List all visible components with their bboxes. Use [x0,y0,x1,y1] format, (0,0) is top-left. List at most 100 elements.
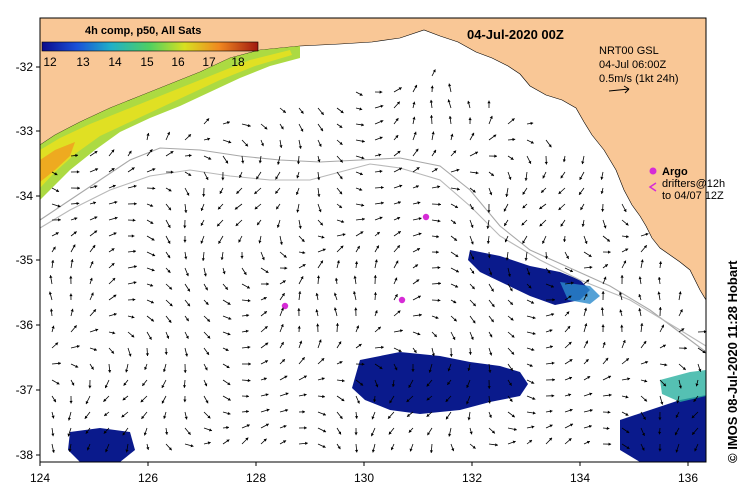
current-vector-arrowhead [201,258,205,261]
current-vector-arrowhead [622,340,626,343]
current-vector-arrowhead [663,383,666,387]
current-vector-arrowhead [202,194,206,197]
current-vector-arrowhead [266,282,269,286]
current-vector-arrowhead [185,335,189,339]
argo-float-marker[interactable] [281,302,289,310]
current-vector-arrowhead [187,288,190,292]
current-vector-arrowhead [619,309,623,313]
current-vector-arrowhead [560,175,564,179]
current-vector-arrowhead [205,176,209,180]
current-vector-arrowhead [620,324,624,328]
current-vector-arrowhead [378,153,382,157]
current-vector-arrowhead [187,431,191,435]
current-vector-arrowhead [455,284,459,288]
current-vector-arrowhead [547,270,551,274]
current-vector-arrowhead [54,172,58,176]
current-vector-arrowhead [318,339,322,343]
current-vector-arrowhead [150,221,154,224]
current-vector-arrowhead [509,288,513,292]
current-vector-arrowhead [664,363,668,367]
current-vector-arrowhead [188,154,192,158]
current-vector-arrowhead [298,225,302,229]
scale-arrow-icon [623,85,630,94]
current-vector-arrowhead [225,286,228,290]
current-vector-arrowhead [150,300,154,304]
current-vector-arrowhead [522,191,526,195]
current-vector-arrowhead [90,292,94,296]
x-axis: 124 126 128 130 132 134 136 [30,462,698,485]
current-vector-arrowhead [227,397,231,401]
current-vector-arrowhead [451,448,455,452]
current-vector-arrowhead [225,348,229,351]
current-vector-arrowhead [619,291,623,295]
argo-float-marker[interactable] [398,296,406,304]
current-vector-arrowhead [371,449,375,453]
current-vector-arrowhead [524,178,528,181]
current-vector-arrowhead [146,447,150,450]
info-line-1: NRT00 GSL [599,45,659,57]
current-vector-arrowhead [280,342,284,345]
current-vector-arrowhead [321,358,325,362]
sst-warm-coastal-band [40,46,300,200]
current-vector-arrowhead [397,216,401,220]
current-vector-arrowhead [246,285,250,289]
current-vector-arrowhead [227,382,231,385]
current-vector-arrowhead [448,83,452,87]
current-vector-arrowhead [246,410,249,414]
current-vector-arrowhead [504,222,507,226]
current-vector-arrowhead [51,325,55,329]
current-vector-arrowhead [494,154,497,158]
current-vector-arrowhead [338,205,342,208]
current-vector-arrowhead [471,270,475,274]
current-vector-arrowhead [429,115,434,118]
current-vector-arrowhead [568,295,572,299]
current-vector-arrowhead [68,448,72,452]
current-vector-arrowhead [73,325,77,329]
current-vector-arrowhead [165,432,169,435]
current-vector-arrowhead [285,408,289,412]
current-vector-arrowhead [373,292,377,295]
current-vector-arrowhead [301,238,305,242]
current-vector-arrowhead [296,209,300,213]
current-vector-arrowhead [169,303,173,307]
current-vector-arrowhead [584,307,588,311]
current-vector-arrowhead [338,431,341,435]
current-vector-arrowhead [487,386,491,389]
current-vector-arrowhead [586,440,590,444]
current-vector-arrowhead [693,398,697,402]
current-vector-arrowhead [608,442,612,446]
current-vector-arrowhead [264,326,268,330]
current-vector-arrowhead [206,351,209,355]
current-vector-arrowhead [52,246,56,250]
current-vector-arrowhead [429,450,433,453]
current-vector-arrowhead [544,161,548,165]
current-vector-arrowhead [447,99,451,103]
current-vector-arrowhead [638,308,642,312]
current-vector-arrowhead [490,288,494,292]
current-vector-arrowhead [437,219,441,223]
current-vector-arrowhead [608,375,611,379]
current-vector-arrowhead [48,291,52,295]
current-vector-arrowhead [625,358,629,362]
y-tick-label: -33 [16,124,34,138]
current-vector-arrowhead [317,194,321,197]
current-vector-arrowhead [236,190,240,194]
current-vector-arrowhead [380,120,384,123]
current-vector-arrowhead [470,206,474,210]
current-vector-arrowhead [604,264,608,268]
current-vector-arrowhead [341,398,345,401]
current-vector-arrowhead [354,432,358,436]
current-vector-arrowhead [560,223,564,227]
current-vector-arrowhead [412,101,416,105]
current-vector-arrowhead [204,383,208,387]
current-vector-arrowhead [258,160,262,164]
current-vector-arrowhead [530,121,534,125]
current-vector-arrowhead [144,366,148,370]
current-vector-arrowhead [512,440,516,444]
current-vector-arrowhead [316,275,321,279]
current-vector-arrowhead [532,396,536,400]
current-vector-arrowhead [362,217,365,221]
current-vector-arrowhead [568,438,572,442]
current-vector-arrowhead [58,218,61,222]
argo-float-marker[interactable] [422,213,430,221]
